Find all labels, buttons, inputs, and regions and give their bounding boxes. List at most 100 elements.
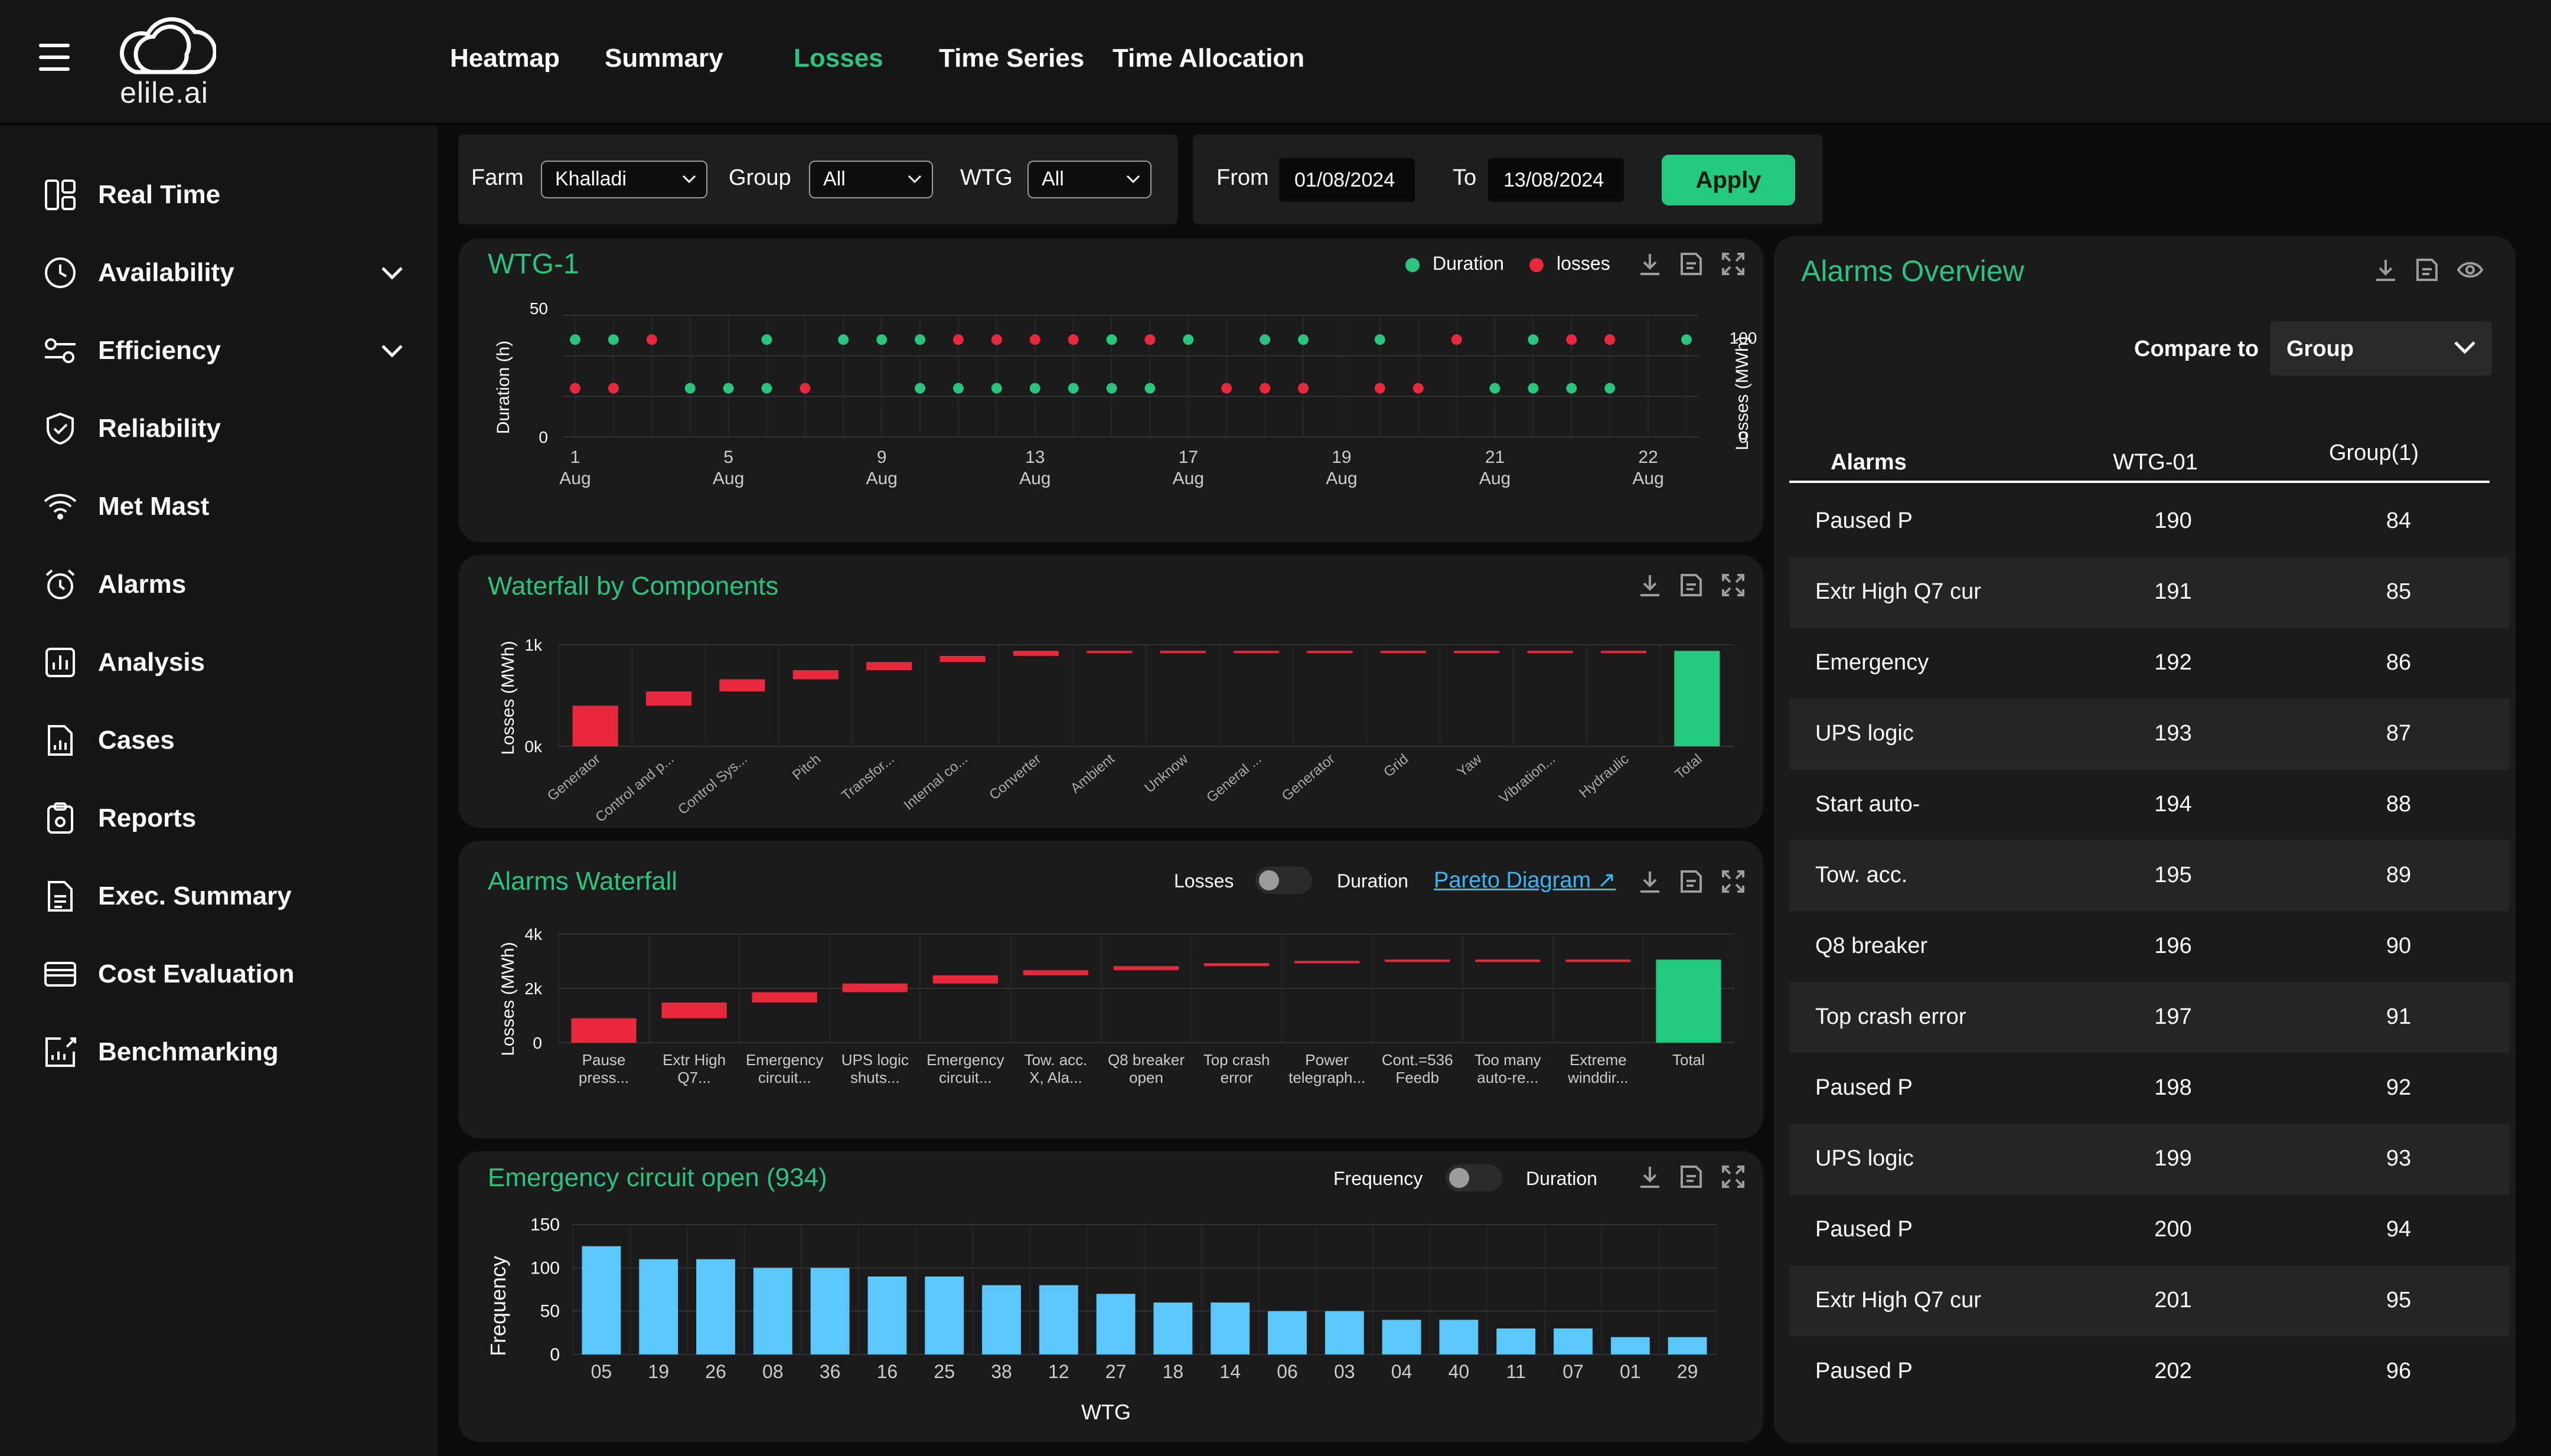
- expand-icon[interactable]: [1721, 869, 1746, 894]
- scatter-x-tick: 22: [1638, 448, 1658, 467]
- sidebar-item-reliability[interactable]: Reliability: [41, 405, 407, 452]
- sidebar-item-cost-evaluation[interactable]: Cost Evaluation: [41, 951, 407, 998]
- waterfall-bar: [940, 655, 986, 662]
- waterfall-bar: [1087, 651, 1133, 654]
- scatter-x-tick: 1: [570, 448, 580, 467]
- download-icon[interactable]: [2374, 257, 2397, 282]
- table-row[interactable]: UPS logic 193 87: [1789, 698, 2510, 769]
- nav-heatmap[interactable]: Heatmap: [450, 44, 560, 73]
- nav-losses[interactable]: Losses: [794, 44, 883, 73]
- sidebar-item-cases[interactable]: Cases: [41, 717, 407, 764]
- table-row[interactable]: Paused P 200 94: [1789, 1194, 2510, 1265]
- toggle-duration-label: Duration: [1526, 1168, 1597, 1189]
- x-tick-label: Extr High: [663, 1051, 726, 1069]
- download-icon[interactable]: [1638, 1164, 1662, 1189]
- expand-icon[interactable]: [1721, 252, 1746, 276]
- expand-icon[interactable]: [1721, 573, 1746, 598]
- scatter-x-tick: Aug: [1173, 469, 1204, 488]
- nav-summary[interactable]: Summary: [605, 44, 723, 73]
- wtg-select[interactable]: All: [1027, 161, 1151, 198]
- losses-point: [570, 383, 580, 394]
- x-tick-label: press...: [579, 1069, 629, 1086]
- apply-button[interactable]: Apply: [1662, 155, 1795, 205]
- scatter-x-tick: 5: [723, 448, 733, 467]
- table-row[interactable]: Tow. acc. 195 89: [1789, 840, 2510, 911]
- report-icon[interactable]: [2415, 257, 2439, 282]
- report-icon[interactable]: [1679, 1164, 1703, 1189]
- x-tick-label: 03: [1334, 1361, 1355, 1382]
- table-row[interactable]: Paused P 202 96: [1789, 1336, 2510, 1407]
- wtg-value-cell: 196: [2154, 933, 2192, 958]
- table-row[interactable]: Emergency 192 86: [1789, 628, 2510, 698]
- compare-select[interactable]: Group: [2270, 321, 2492, 376]
- losses-duration-toggle[interactable]: [1255, 867, 1312, 894]
- alarms-waterfall-panel: Alarms Waterfall Losses Duration Pareto …: [458, 841, 1763, 1138]
- chevron-down-icon[interactable]: [377, 257, 407, 288]
- alarm-name-cell: Paused P: [1815, 1075, 1913, 1100]
- group-select[interactable]: All: [809, 161, 933, 198]
- losses-point: [1298, 383, 1309, 394]
- clipboard-icon: [41, 799, 79, 837]
- pareto-diagram-link[interactable]: Pareto Diagram ↗: [1434, 867, 1616, 893]
- duration-point: [1604, 383, 1616, 394]
- menu-icon[interactable]: [39, 44, 70, 71]
- sidebar-item-label: Met Mast: [98, 492, 210, 521]
- losses-point: [952, 334, 964, 345]
- sidebar-item-real-time[interactable]: Real Time: [41, 171, 407, 218]
- duration-point: [684, 383, 696, 394]
- table-row[interactable]: UPS logic 199 93: [1789, 1124, 2510, 1194]
- report-icon[interactable]: [1679, 252, 1703, 276]
- eye-icon[interactable]: [2457, 257, 2484, 282]
- sidebar-item-efficiency[interactable]: Efficiency: [41, 327, 407, 374]
- emergency-bar-chart: Frequency WTG 0 50 100 150 05 19 26 08 36 16 25 38 1…: [486, 1215, 1717, 1424]
- from-date-input[interactable]: 01/08/2024: [1279, 158, 1415, 202]
- nav-time-series[interactable]: Time Series: [939, 44, 1085, 73]
- x-tick-label: 07: [1562, 1361, 1584, 1382]
- sidebar-item-availability[interactable]: Availability: [41, 249, 407, 296]
- duration-point: [1106, 334, 1117, 345]
- download-icon[interactable]: [1638, 573, 1662, 598]
- x-tick-label: Converter: [986, 751, 1044, 803]
- sidebar-item-exec-summary[interactable]: Exec. Summary: [41, 873, 407, 920]
- sidebar-item-reports[interactable]: Reports: [41, 795, 407, 842]
- frequency-duration-toggle[interactable]: [1446, 1164, 1502, 1191]
- table-row[interactable]: Top crash error 197 91: [1789, 982, 2510, 1053]
- alarm-name-cell: UPS logic: [1815, 1146, 1914, 1171]
- table-row[interactable]: Q8 breaker 196 90: [1789, 911, 2510, 982]
- download-icon[interactable]: [1638, 252, 1662, 276]
- sidebar-item-met-mast[interactable]: Met Mast: [41, 483, 407, 530]
- group-value-cell: 94: [2386, 1217, 2412, 1242]
- group-value-cell: 87: [2386, 721, 2412, 746]
- clock-icon: [41, 254, 79, 292]
- chevron-down-icon[interactable]: [377, 335, 407, 366]
- report-icon[interactable]: [1679, 573, 1703, 598]
- frequency-bar: [1496, 1328, 1536, 1354]
- wtg-panel-title: WTG-1: [488, 249, 579, 280]
- wtg-value-cell: 195: [2154, 863, 2192, 887]
- alarms-overview-title: Alarms Overview: [1801, 254, 2024, 288]
- alarm-name-cell: UPS logic: [1815, 721, 1914, 746]
- sidebar-item-alarms[interactable]: Alarms: [41, 561, 407, 608]
- sidebar: Real Time Availability Efficiency Reliab…: [0, 125, 437, 1456]
- x-tick-label: 05: [591, 1361, 612, 1382]
- table-row[interactable]: Extr High Q7 cur 201 95: [1789, 1265, 2510, 1336]
- alarm-clock-icon: [41, 566, 79, 603]
- sidebar-item-analysis[interactable]: Analysis: [41, 639, 407, 686]
- nav-time-allocation[interactable]: Time Allocation: [1113, 44, 1305, 73]
- table-row[interactable]: Paused P 198 92: [1789, 1053, 2510, 1124]
- x-tick-label: 11: [1506, 1361, 1526, 1382]
- sidebar-item-benchmarking[interactable]: Benchmarking: [41, 1029, 407, 1076]
- legend-losses-swatch: [1529, 257, 1544, 272]
- to-date-input[interactable]: 13/08/2024: [1488, 158, 1624, 202]
- waterfall-bar: [1385, 959, 1450, 962]
- download-icon[interactable]: [1638, 869, 1662, 894]
- table-row[interactable]: Extr High Q7 cur 191 85: [1789, 557, 2510, 628]
- external-link-icon: ↗: [1597, 868, 1616, 893]
- table-row[interactable]: Paused P 190 84: [1789, 486, 2510, 557]
- expand-icon[interactable]: [1721, 1164, 1746, 1189]
- table-row[interactable]: Start auto- 194 88: [1789, 769, 2510, 840]
- x-tick-label: circuit...: [758, 1069, 811, 1086]
- report-icon[interactable]: [1679, 869, 1703, 894]
- wtg-value-cell: 194: [2154, 792, 2192, 817]
- farm-select[interactable]: Khalladi: [541, 161, 707, 198]
